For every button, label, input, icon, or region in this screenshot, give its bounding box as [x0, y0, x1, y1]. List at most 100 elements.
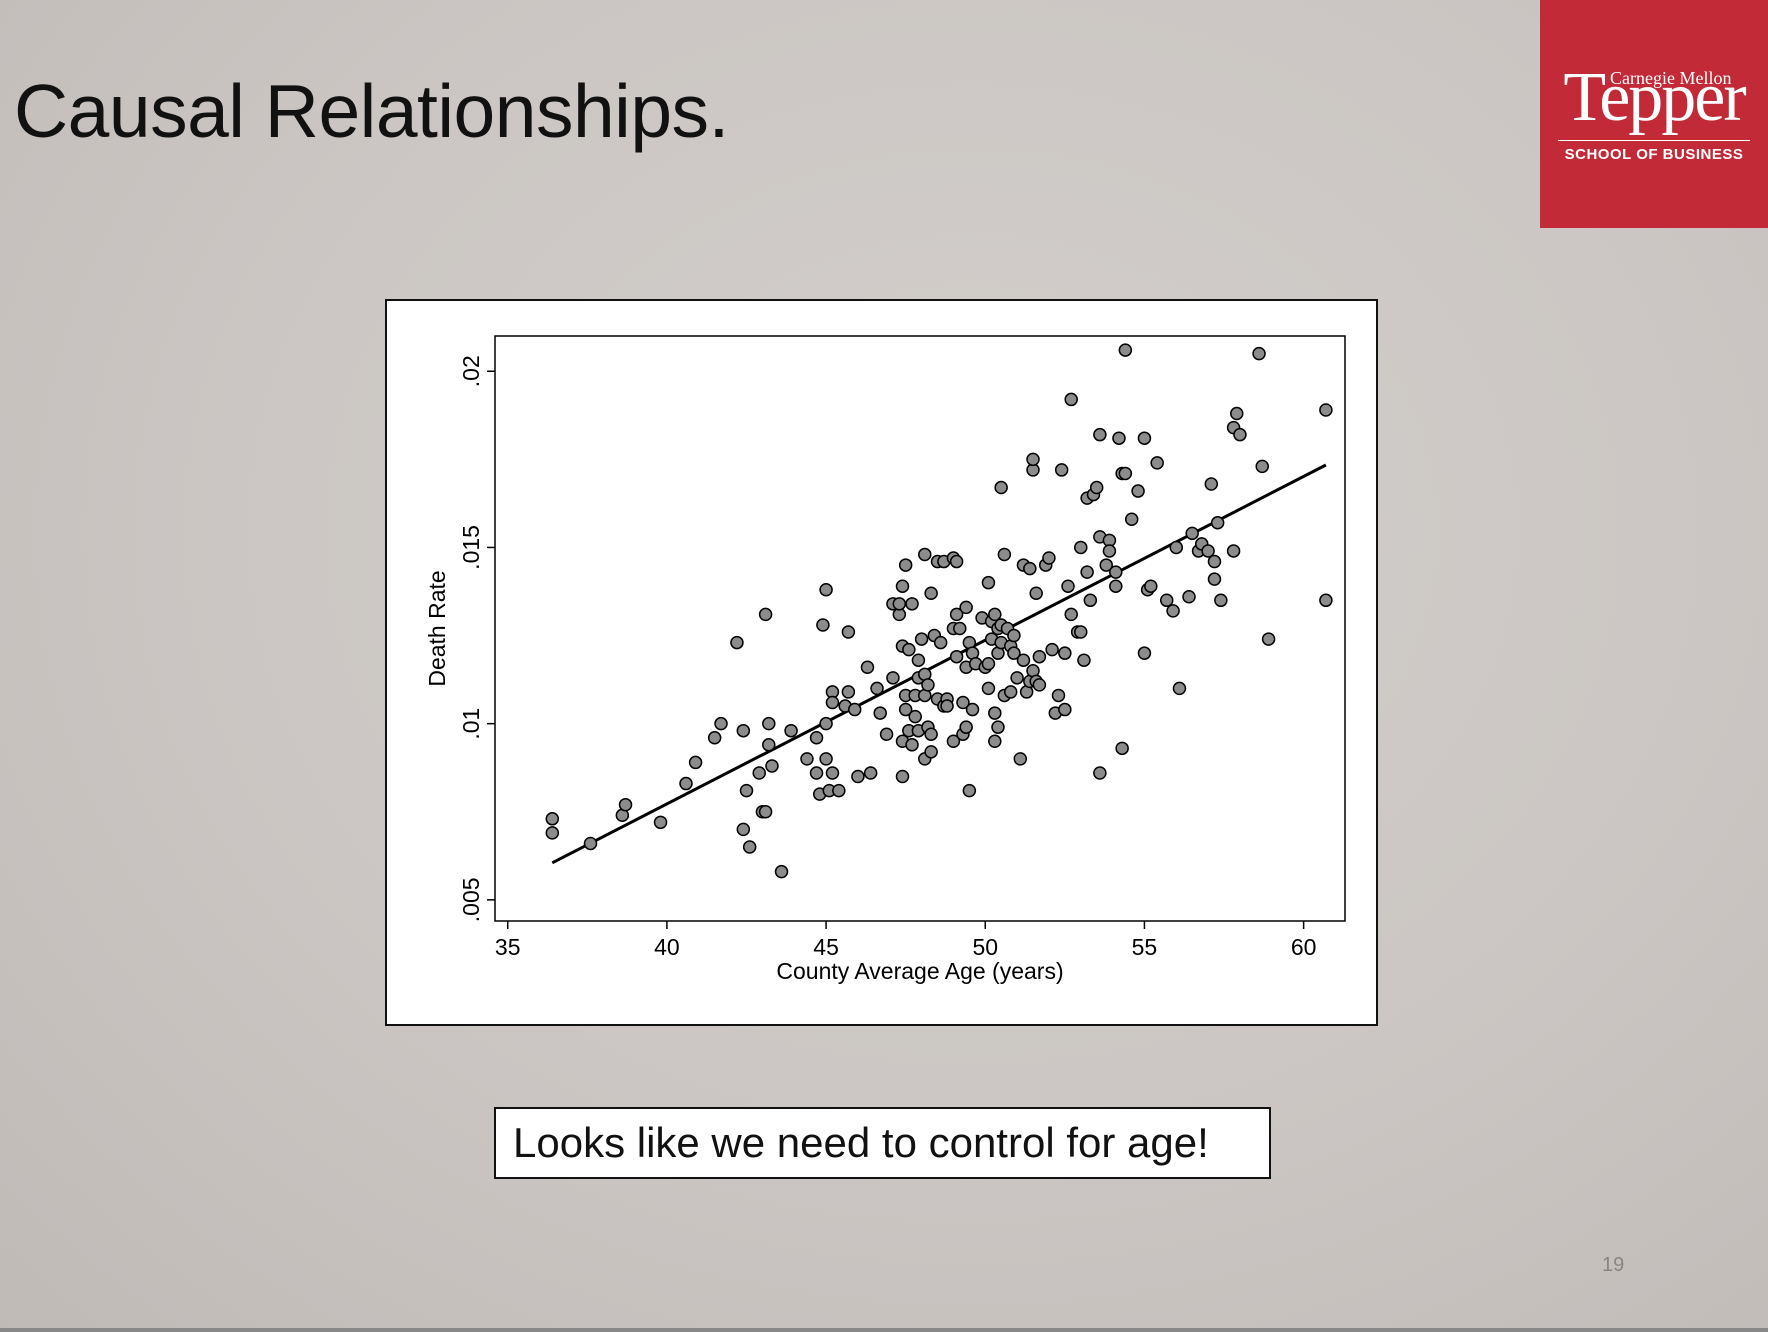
data-point — [1026, 452, 1040, 467]
data-point — [1226, 544, 1241, 558]
data-point — [914, 632, 929, 646]
data-point — [1080, 565, 1094, 579]
data-point — [819, 752, 833, 766]
data-point — [819, 582, 833, 597]
x-axis: 35 40 45 50 55 60 — [495, 921, 1316, 960]
data-point — [988, 734, 1002, 749]
data-point — [956, 695, 970, 710]
data-point — [1159, 593, 1174, 608]
x-tick-label: 40 — [654, 934, 680, 960]
data-point — [1166, 604, 1180, 618]
data-point — [784, 723, 798, 738]
data-point — [879, 727, 894, 741]
data-point — [707, 730, 722, 745]
data-point — [1007, 646, 1021, 660]
data-point — [895, 769, 910, 784]
data-point — [905, 738, 919, 752]
data-point — [981, 681, 996, 696]
x-tick-label: 60 — [1291, 934, 1317, 960]
data-point — [618, 797, 633, 812]
data-point — [1074, 540, 1088, 555]
x-tick-label: 50 — [972, 934, 998, 960]
plot-area — [494, 335, 1346, 922]
data-point — [988, 706, 1002, 720]
data-point — [758, 607, 773, 622]
data-point — [870, 681, 884, 696]
data-point — [1131, 484, 1145, 498]
data-point — [762, 716, 776, 731]
data-point — [1207, 572, 1222, 586]
data-point — [752, 766, 766, 780]
data-point — [832, 783, 846, 798]
data-point — [545, 826, 560, 840]
data-point — [1261, 632, 1276, 646]
data-point — [736, 723, 751, 738]
x-tick-label: 35 — [495, 934, 521, 960]
x-axis-label: County Average Age (years) — [776, 958, 1063, 984]
data-point — [933, 635, 948, 650]
data-point — [1137, 431, 1152, 445]
data-point — [1210, 516, 1225, 530]
data-point — [1058, 646, 1072, 660]
data-point — [949, 607, 964, 622]
data-point — [860, 660, 875, 675]
data-point — [1102, 544, 1117, 558]
data-point — [895, 579, 910, 593]
data-point — [1045, 642, 1059, 657]
data-point — [905, 597, 919, 611]
data-point — [886, 671, 900, 685]
x-tick-label: 45 — [813, 934, 839, 960]
data-point — [1207, 554, 1222, 569]
data-point — [892, 597, 907, 611]
data-point — [1137, 646, 1152, 660]
data-point — [1124, 512, 1139, 527]
data-point — [800, 752, 814, 766]
data-point — [1029, 586, 1043, 601]
data-point — [762, 738, 776, 752]
data-point — [1214, 593, 1228, 608]
data-point — [1003, 685, 1018, 699]
data-point — [1150, 456, 1164, 470]
data-point — [1099, 558, 1113, 572]
chart-canvas: 35 40 45 50 55 60 .005 .01 .015 .02 County Avera… — [424, 335, 1346, 984]
data-point — [918, 547, 932, 562]
logo-wordmark: Tepper — [1563, 59, 1746, 136]
data-point — [1319, 403, 1333, 417]
data-point — [765, 759, 779, 773]
data-point — [841, 685, 856, 699]
data-point — [1083, 593, 1098, 608]
data-point — [911, 653, 926, 667]
data-point — [981, 575, 996, 590]
page-number: 19 — [1602, 1254, 1625, 1276]
bottom-bar — [0, 1328, 1768, 1332]
data-point — [1109, 565, 1123, 579]
data-point — [1109, 579, 1123, 593]
data-point — [851, 769, 865, 784]
data-point — [1064, 392, 1078, 407]
data-point — [997, 547, 1012, 562]
data-point — [863, 766, 878, 780]
data-point — [1042, 551, 1056, 565]
data-point — [809, 766, 824, 780]
data-point — [965, 702, 980, 717]
data-point — [1172, 681, 1187, 696]
logo-university-name: Carnegie Mellon — [1610, 68, 1732, 88]
data-point — [1032, 678, 1047, 692]
data-point — [774, 864, 789, 879]
data-point — [1144, 579, 1158, 593]
data-point — [1118, 343, 1133, 357]
data-point — [921, 678, 935, 692]
data-point — [688, 755, 703, 770]
data-point — [1089, 480, 1104, 495]
data-point — [714, 716, 728, 731]
data-point — [739, 783, 754, 798]
data-point — [1201, 544, 1215, 558]
y-tick-label: .01 — [458, 708, 484, 740]
data-point — [1093, 766, 1107, 780]
data-point — [959, 720, 973, 734]
data-point — [940, 699, 954, 713]
data-point — [1051, 688, 1066, 703]
data-point — [1255, 459, 1269, 474]
data-point — [816, 618, 830, 632]
data-point — [949, 649, 964, 664]
